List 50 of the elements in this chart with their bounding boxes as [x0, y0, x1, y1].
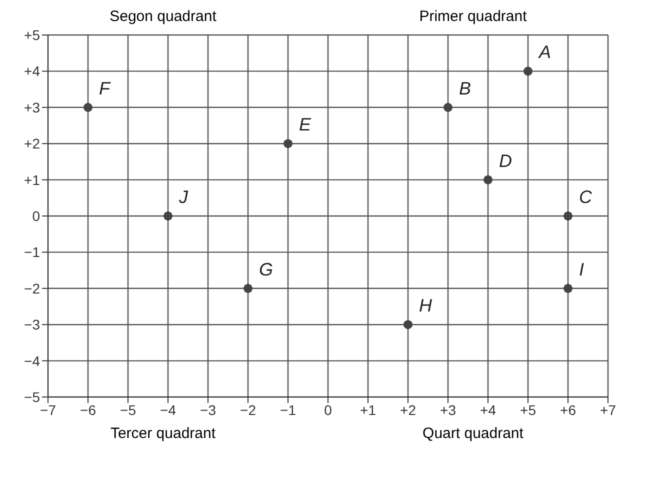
- point: [523, 66, 533, 76]
- x-tick-label: −1: [280, 402, 296, 418]
- text: Segon quadrant: [108, 8, 218, 25]
- annotation: J: [178, 187, 189, 207]
- x-tick-label: +7: [600, 402, 616, 418]
- x-tick-label: +3: [440, 402, 456, 418]
- x-tick-label: +4: [480, 402, 496, 418]
- text: Primer quadrant: [418, 8, 528, 25]
- point: [83, 102, 93, 112]
- annotation: G: [259, 259, 274, 280]
- text: Quart quadrant: [422, 425, 524, 442]
- point: [443, 102, 453, 112]
- x-tick-label: +2: [400, 402, 416, 418]
- text: Tercer quadrant: [109, 425, 217, 442]
- x-tick-label: 0: [324, 402, 332, 418]
- annotation: E: [299, 114, 312, 135]
- y-tick-label: 0: [32, 208, 40, 224]
- annotation: H: [419, 296, 433, 316]
- y-tick-label: +3: [24, 99, 40, 116]
- point: [163, 211, 173, 221]
- x-tick-label: −6: [80, 402, 96, 418]
- y-tick-label: −1: [24, 244, 40, 260]
- annotation: F: [99, 78, 111, 98]
- x-tick-label: −2: [240, 402, 256, 418]
- y-tick-label: −3: [24, 316, 40, 333]
- annotation: D: [499, 150, 512, 171]
- annotation: I: [579, 259, 584, 280]
- annotation: B: [459, 78, 472, 98]
- point: [483, 175, 493, 184]
- x-tick-label: +5: [520, 402, 536, 418]
- x-tick-label: −4: [160, 402, 176, 418]
- annotation: C: [579, 187, 593, 207]
- x-tick-label: −3: [200, 402, 216, 418]
- point: [563, 284, 573, 293]
- annotation: A: [538, 42, 552, 62]
- point: [403, 320, 413, 330]
- x-tick-label: −5: [120, 402, 136, 418]
- y-tick-label: +2: [24, 136, 40, 152]
- y-tick-label: +5: [24, 26, 40, 43]
- point: [563, 211, 573, 221]
- x-tick-label: −7: [40, 402, 56, 418]
- y-tick-label: −4: [24, 352, 40, 369]
- x-tick-label: +1: [360, 402, 376, 418]
- point: [283, 139, 293, 148]
- y-tick-label: −2: [24, 280, 40, 296]
- point: [243, 284, 253, 293]
- x-tick-label: +6: [560, 402, 576, 418]
- y-tick-label: +4: [24, 63, 40, 80]
- y-tick-label: −5: [24, 388, 40, 405]
- y-tick-label: +1: [24, 172, 40, 188]
